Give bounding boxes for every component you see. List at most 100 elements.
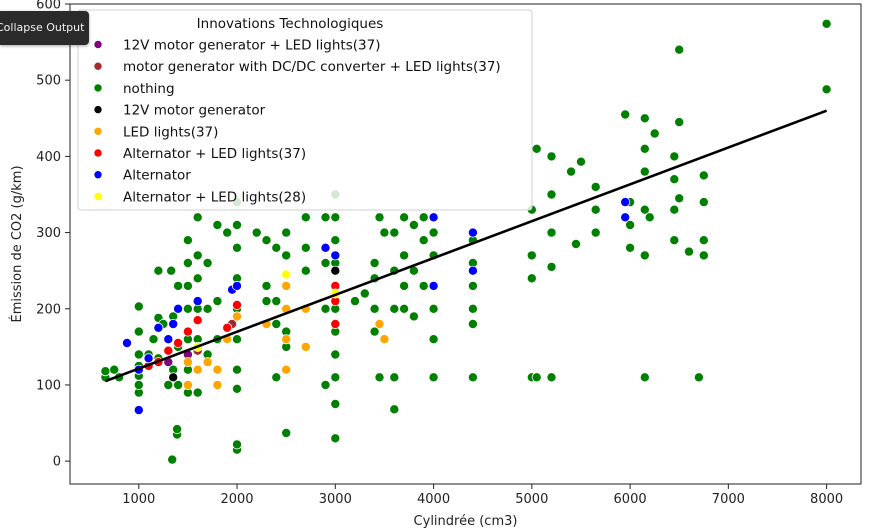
data-point <box>143 353 154 364</box>
data-point <box>428 334 439 345</box>
data-point <box>330 372 341 383</box>
data-point <box>369 326 380 337</box>
x-tick-label: 5000 <box>515 492 548 507</box>
data-point <box>330 212 341 223</box>
data-point <box>192 250 203 261</box>
data-point <box>182 326 193 337</box>
legend-entry-label: Alternator + LED lights(28) <box>123 189 306 205</box>
legend-marker <box>93 192 103 201</box>
data-point <box>821 84 832 95</box>
data-point <box>467 227 478 238</box>
data-point <box>231 219 242 230</box>
data-point <box>281 269 292 280</box>
data-point <box>300 341 311 352</box>
x-tick-label: 7000 <box>712 492 745 507</box>
data-point <box>133 301 144 312</box>
data-point <box>644 212 655 223</box>
data-point <box>698 250 709 261</box>
data-point <box>693 372 704 383</box>
data-point <box>674 44 685 55</box>
data-point <box>271 242 282 253</box>
data-point <box>389 227 400 238</box>
legend-entry-label: motor generator with DC/DC converter + L… <box>123 59 501 75</box>
data-point <box>408 311 419 322</box>
y-tick-label: 200 <box>36 302 61 317</box>
data-point <box>669 204 680 215</box>
data-point <box>231 280 242 291</box>
collapse-output-button[interactable]: Collapse Output <box>0 11 89 45</box>
data-point <box>418 235 429 246</box>
data-point <box>222 322 233 333</box>
data-point <box>173 337 184 348</box>
data-point <box>261 296 272 307</box>
data-point <box>625 219 636 230</box>
data-point <box>399 250 410 261</box>
data-point <box>168 372 179 383</box>
y-tick-label: 400 <box>36 150 61 165</box>
data-point <box>639 166 650 177</box>
data-point <box>526 273 537 284</box>
data-point <box>182 280 193 291</box>
data-point <box>251 227 262 238</box>
data-point <box>467 303 478 314</box>
data-point <box>167 454 178 465</box>
data-point <box>109 364 120 375</box>
legend-marker <box>93 148 103 158</box>
data-point <box>428 227 439 238</box>
data-point <box>173 280 184 291</box>
legend: Innovations Technologiques 12V motor gene… <box>77 9 533 211</box>
data-point <box>261 235 272 246</box>
data-point <box>821 18 832 29</box>
data-point <box>133 349 144 360</box>
data-point <box>669 235 680 246</box>
data-point <box>202 357 213 368</box>
data-point <box>271 372 282 383</box>
data-point <box>153 322 164 333</box>
data-point <box>349 296 360 307</box>
data-point <box>546 261 557 272</box>
legend-marker <box>93 40 103 49</box>
data-point <box>166 265 177 276</box>
data-point <box>428 280 439 291</box>
data-point <box>428 303 439 314</box>
data-point <box>261 280 272 291</box>
data-point <box>620 109 631 120</box>
data-point <box>133 379 144 390</box>
data-point <box>330 235 341 246</box>
data-point <box>369 257 380 268</box>
data-point <box>531 372 542 383</box>
y-tick-label: 600 <box>36 0 61 13</box>
data-point <box>389 303 400 314</box>
data-point <box>374 372 385 383</box>
data-point <box>467 372 478 383</box>
data-point <box>546 151 557 162</box>
data-point <box>467 318 478 329</box>
data-point <box>182 257 193 268</box>
data-point <box>698 197 709 208</box>
data-point <box>271 296 282 307</box>
data-point <box>192 364 203 375</box>
data-point <box>467 280 478 291</box>
data-point <box>389 372 400 383</box>
x-tick-label: 2000 <box>220 492 253 507</box>
y-tick-label: 0 <box>53 455 61 470</box>
plot-frame <box>69 3 862 485</box>
data-point <box>133 326 144 337</box>
data-point <box>669 151 680 162</box>
data-point <box>330 250 341 261</box>
data-point <box>182 235 193 246</box>
data-point <box>212 219 223 230</box>
data-point <box>379 227 390 238</box>
x-tick-label: 3000 <box>319 492 352 507</box>
data-point <box>576 156 587 167</box>
data-point <box>231 311 242 322</box>
data-point <box>281 364 292 375</box>
data-point <box>698 235 709 246</box>
x-tick-label: 4000 <box>417 492 450 507</box>
data-point <box>168 318 179 329</box>
data-point <box>172 424 183 435</box>
legend-marker <box>93 127 103 136</box>
data-point <box>231 299 242 310</box>
data-point <box>300 242 311 253</box>
data-point <box>418 280 429 291</box>
